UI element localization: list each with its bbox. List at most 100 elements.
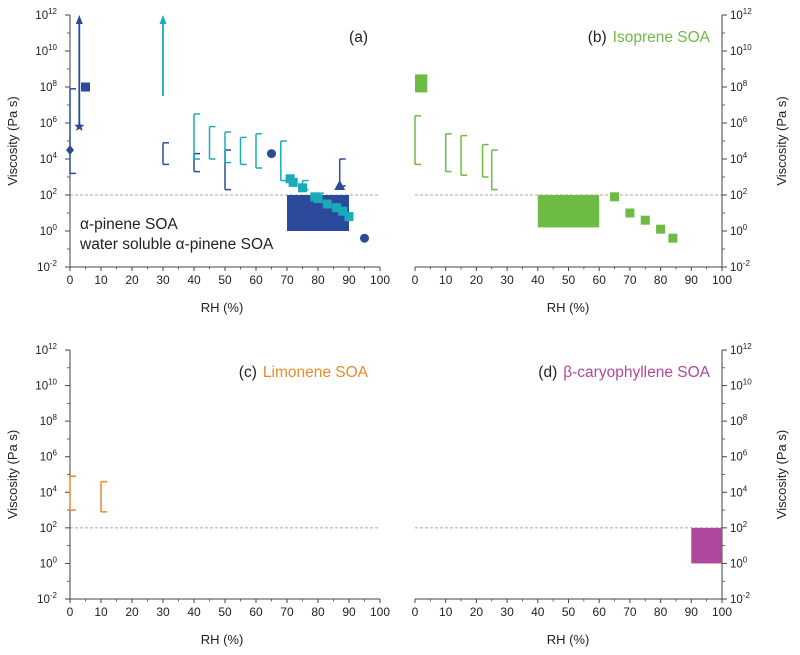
y-tick-base: 10	[40, 558, 53, 570]
y-tick-exponent: 10	[743, 43, 752, 52]
y-tick-label: 1012	[35, 7, 57, 22]
x-tick-label: 80	[654, 605, 668, 619]
y-tick-label: 100	[40, 223, 58, 238]
y-tick-label: 102	[730, 187, 748, 202]
y-tick-label: 106	[730, 449, 748, 464]
y-tick-label: 100	[730, 223, 748, 238]
y-tick-base: 10	[730, 416, 743, 428]
point-triangle	[334, 180, 346, 190]
x-tick-label: 100	[370, 605, 390, 619]
panel-letter: (c)	[239, 364, 257, 381]
y-tick-base: 10	[730, 10, 743, 22]
point-square	[625, 208, 635, 218]
y-tick-base: 10	[730, 594, 743, 606]
x-tick-label: 30	[156, 605, 170, 619]
y-tick-exponent: 4	[53, 151, 58, 160]
panel-letter: (b)	[588, 29, 607, 46]
y-tick-label: 1010	[730, 43, 752, 58]
y-tick-label: 104	[40, 151, 58, 166]
y-tick-base: 10	[730, 452, 743, 464]
point-square	[610, 192, 620, 202]
y-tick-exponent: -2	[743, 591, 751, 600]
x-tick-label: 40	[187, 605, 201, 619]
y-tick-base: 10	[730, 345, 743, 357]
point-diamond	[66, 145, 74, 155]
point-square	[344, 212, 354, 222]
point-square	[298, 183, 307, 193]
y-tick-base: 10	[40, 452, 53, 464]
y-tick-base: 10	[35, 10, 48, 22]
x-tick-label: 50	[562, 605, 576, 619]
y-tick-label: 100	[730, 555, 748, 570]
y-tick-label: 104	[730, 151, 748, 166]
y-tick-label: 10-2	[37, 591, 57, 606]
y-tick-label: 1012	[35, 342, 57, 357]
point-square	[656, 224, 666, 234]
y-tick-base: 10	[40, 226, 53, 238]
panel-title: (d) β-caryophyllene SOA	[538, 364, 710, 381]
x-tick-label: 0	[412, 273, 419, 287]
y-tick-exponent: 12	[743, 342, 752, 351]
x-tick-label: 80	[311, 273, 325, 287]
y-tick-exponent: 6	[53, 449, 58, 458]
panel-title: (a)	[349, 29, 368, 46]
x-tick-label: 20	[125, 605, 139, 619]
y-tick-exponent: 6	[743, 115, 748, 124]
y-tick-base: 10	[730, 487, 743, 499]
y-tick-base: 10	[40, 523, 53, 535]
x-axis-label: RH (%)	[547, 300, 590, 315]
y-tick-label: 106	[730, 115, 748, 130]
x-tick-label: 90	[685, 605, 699, 619]
y-tick-base: 10	[37, 262, 50, 274]
y-tick-label: 10-2	[730, 259, 750, 274]
x-tick-label: 30	[500, 273, 514, 287]
y-tick-base: 10	[730, 226, 743, 238]
x-tick-label: 70	[623, 273, 637, 287]
legend-entry: α-pinene SOA	[80, 216, 178, 233]
y-tick-base: 10	[40, 487, 53, 499]
y-tick-exponent: 2	[53, 187, 58, 196]
y-tick-base: 10	[35, 345, 48, 357]
x-tick-label: 70	[623, 605, 637, 619]
x-tick-label: 100	[370, 273, 390, 287]
x-tick-label: 20	[125, 273, 139, 287]
x-tick-label: 40	[187, 273, 201, 287]
y-tick-base: 10	[40, 416, 53, 428]
y-tick-label: 104	[730, 484, 748, 499]
y-tick-exponent: 4	[53, 484, 58, 493]
y-tick-label: 100	[40, 555, 58, 570]
y-tick-exponent: 0	[743, 555, 748, 564]
point-square	[288, 177, 298, 187]
y-tick-base: 10	[35, 46, 48, 58]
x-tick-label: 0	[67, 273, 74, 287]
point-square	[338, 206, 348, 216]
y-tick-base: 10	[730, 46, 743, 58]
x-tick-label: 60	[593, 273, 607, 287]
panel-2: 0 10 20 30 40 50 60 70 80 90 100101210101081061041…	[412, 7, 789, 315]
y-tick-exponent: -2	[50, 259, 58, 268]
x-tick-label: 40	[531, 605, 545, 619]
x-tick-label: 50	[562, 273, 576, 287]
arrow-head	[75, 15, 83, 24]
y-tick-label: 1012	[730, 7, 752, 22]
x-tick-label: 10	[94, 605, 108, 619]
panel-title-text: Limonene SOA	[263, 364, 369, 381]
x-tick-label: 10	[439, 273, 453, 287]
panel-4: 0 10 20 30 40 50 60 70 80 90 100101210101081061041…	[412, 342, 789, 647]
panel-title-text: Isoprene SOA	[613, 29, 711, 46]
y-tick-label: 102	[730, 520, 748, 535]
y-tick-label: 1010	[35, 43, 57, 58]
y-tick-label: 106	[40, 115, 58, 130]
point-circle	[360, 233, 369, 243]
x-axis-label: RH (%)	[201, 300, 244, 315]
panel-letter: (a)	[349, 29, 368, 46]
y-axis-label: Viscosity (Pa s)	[5, 96, 20, 185]
arrow-head	[159, 15, 167, 24]
y-tick-label: 104	[40, 484, 58, 499]
x-axis-label: RH (%)	[547, 632, 590, 647]
y-axis-label: Viscosity (Pa s)	[5, 430, 20, 519]
x-tick-label: 30	[500, 605, 514, 619]
y-tick-base: 10	[730, 154, 743, 166]
y-tick-exponent: 6	[53, 115, 58, 124]
x-tick-label: 50	[218, 605, 232, 619]
